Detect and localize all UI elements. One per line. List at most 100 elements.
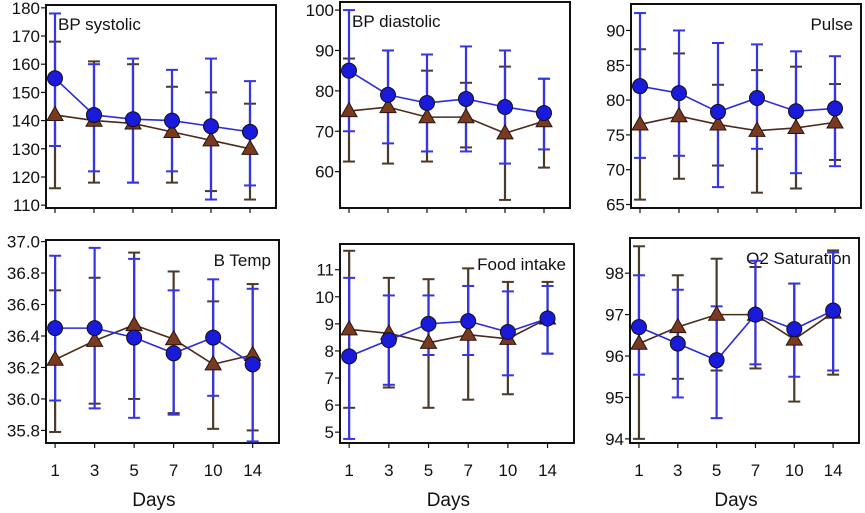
plot-frame: [629, 237, 860, 444]
y-tick-label: 80: [606, 91, 625, 110]
triangle-series-point: [707, 305, 726, 321]
chart-panel-b-temp: 35.8 36.0 36.2 36.4 36.6 36.8 37.0 1 3 5 7 10 14 Days…: [7, 233, 280, 511]
y-tick-label: 36.4: [7, 327, 40, 346]
y-tick-label: 97: [605, 306, 624, 325]
y-tick-label: 6: [325, 396, 334, 415]
circle-series-point: [536, 105, 552, 122]
y-tick-label: 85: [606, 56, 625, 75]
circle-series-point: [125, 111, 141, 128]
x-tick-label: 10: [204, 461, 223, 480]
triangle-series-point: [496, 123, 514, 140]
circle-series-point: [630, 319, 647, 336]
triangle-series-point: [164, 329, 183, 346]
x-tick-label: 5: [712, 461, 721, 480]
y-tick-label: 95: [605, 388, 624, 407]
y-tick-label: 7: [325, 369, 334, 388]
x-tick-label: 14: [538, 461, 557, 480]
chart-panel-pulse: 65 70 75 80 85 90 Pulse: [606, 3, 862, 215]
circle-series-point: [460, 313, 477, 330]
triangle-series-point: [631, 115, 649, 131]
triangle-series-line: [54, 114, 251, 150]
x-tick-label: 3: [384, 461, 393, 480]
circle-series-point: [669, 335, 686, 352]
triangle-series-point: [670, 106, 688, 123]
triangle-series-point: [418, 107, 436, 124]
circle-series-point: [499, 323, 516, 340]
triangle-series-point: [709, 115, 727, 131]
triangle-series-line: [639, 115, 836, 132]
panel-title: Food intake: [477, 255, 566, 274]
circle-series-point: [380, 86, 396, 103]
circle-series-point: [539, 310, 556, 327]
circle-series-point: [671, 85, 687, 102]
triangle-series-point: [163, 122, 181, 138]
circle-series-point: [458, 90, 474, 107]
panel-title: B Temp: [214, 251, 271, 270]
triangle-series-point: [459, 325, 478, 341]
triangle-series-point: [785, 330, 804, 346]
chart-panel-bp-systolic: 110 120 130 140 150 160 170 180 BP systolic: [12, 0, 277, 215]
y-tick-label: 180: [12, 0, 40, 18]
circle-series-point: [341, 62, 357, 79]
circle-series-point: [420, 315, 437, 332]
triangle-series-point: [46, 350, 64, 366]
triangle-series-point: [379, 97, 397, 114]
panel-title: BP systolic: [58, 15, 141, 34]
circle-series-point: [747, 306, 764, 323]
y-tick-label: 90: [606, 21, 625, 40]
circle-series-point: [786, 321, 803, 338]
y-tick-label: 9: [325, 315, 334, 334]
x-axis-title: Days: [714, 490, 757, 511]
y-tick-label: 120: [12, 168, 40, 187]
y-tick-label: 36.2: [7, 358, 40, 377]
y-tick-label: 8: [325, 342, 334, 361]
chart-panel-o2-saturation: 94 95 96 97 98 1 3 5 7 10 14 Days O2 Saturation: [605, 237, 860, 511]
circle-series-point: [164, 112, 180, 129]
y-tick-label: 160: [12, 55, 40, 74]
y-tick-label: 70: [606, 161, 625, 180]
circle-series-point: [47, 70, 63, 87]
y-tick-label: 36.6: [7, 296, 40, 315]
x-tick-label: 10: [785, 461, 804, 480]
triangle-series-point: [202, 130, 220, 147]
triangle-series-point: [204, 354, 223, 371]
y-tick-label: 98: [605, 264, 624, 283]
x-tick-label: 10: [498, 461, 517, 480]
circle-series-point: [827, 100, 843, 117]
x-tick-label: 14: [243, 461, 262, 480]
x-tick-label: 7: [169, 461, 178, 480]
x-tick-label: 1: [634, 461, 643, 480]
y-tick-label: 60: [315, 163, 334, 182]
y-tick-label: 130: [12, 140, 40, 159]
triangle-series-point: [630, 334, 648, 350]
y-tick-label: 170: [12, 27, 40, 46]
circle-series-point: [47, 320, 64, 337]
panel-title: BP diastolic: [352, 12, 441, 31]
x-tick-label: 7: [463, 461, 472, 480]
y-tick-label: 10: [315, 288, 334, 307]
y-tick-label: 80: [315, 82, 334, 101]
circle-series-point: [419, 94, 435, 111]
y-tick-label: 11: [316, 261, 334, 280]
x-tick-label: 14: [824, 461, 843, 480]
y-tick-label: 140: [12, 112, 40, 131]
triangle-series-point: [46, 105, 64, 122]
x-tick-label: 1: [50, 461, 59, 480]
y-tick-label: 65: [606, 196, 625, 215]
circle-series-point: [497, 99, 513, 116]
y-tick-label: 37.0: [7, 233, 40, 252]
x-tick-label: 3: [673, 461, 682, 480]
y-tick-label: 35.8: [7, 421, 40, 440]
circle-series-point: [203, 118, 219, 135]
x-axis-title: Days: [427, 490, 470, 511]
triangle-series-point: [668, 317, 687, 334]
triangle-series-point: [85, 331, 104, 347]
circle-series-point: [86, 320, 103, 337]
circle-series-point: [205, 329, 222, 346]
y-tick-label: 94: [605, 430, 624, 449]
circle-series-point: [710, 103, 726, 120]
triangle-series-point: [340, 101, 358, 118]
circle-series-point: [788, 103, 804, 120]
y-tick-label: 100: [306, 1, 334, 20]
